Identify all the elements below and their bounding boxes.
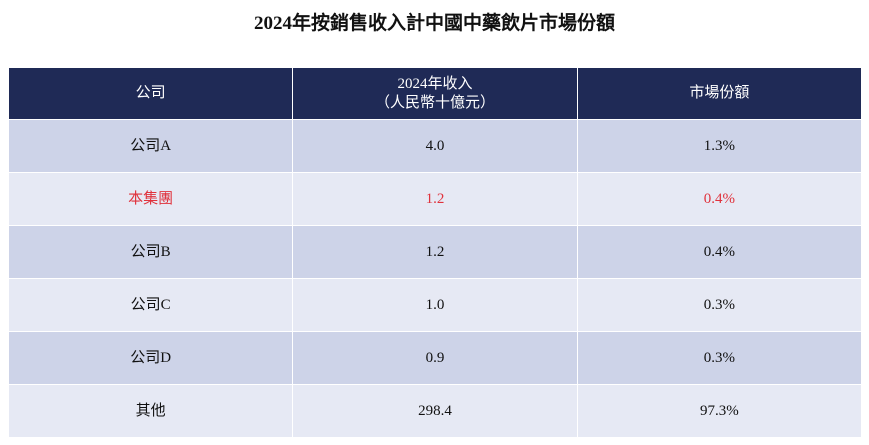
table-cell: 0.9: [293, 332, 578, 385]
header-line: （人民幣十億元）: [374, 94, 495, 111]
table-cell: 1.2: [293, 173, 578, 226]
table-cell: 1.0: [293, 279, 578, 332]
table-cell: 公司B: [9, 226, 294, 279]
header-row: 公司 2024年收入 （人民幣十億元） 市場份額: [9, 68, 861, 120]
table-row: 公司C 1.0 0.3%: [9, 279, 861, 332]
table-cell: 0.3%: [577, 332, 861, 385]
header-cell: 市場份額: [577, 68, 861, 120]
table-cell: 0.3%: [577, 279, 861, 332]
table-cell: 本集團: [9, 173, 294, 226]
header-cell: 2024年收入 （人民幣十億元）: [293, 68, 578, 120]
table-row: 公司A 4.0 1.3%: [9, 120, 861, 173]
table-cell: 0.4%: [577, 173, 861, 226]
table-cell: 97.3%: [577, 385, 861, 438]
table-cell: 公司C: [9, 279, 294, 332]
table-cell: 1.2: [293, 226, 578, 279]
table: 公司 2024年收入 （人民幣十億元） 市場份額 公司A 4.0 1.3% 本集團 1.2 0.4…: [9, 68, 861, 438]
table-cell: 4.0: [293, 120, 578, 173]
title: 2024年按銷售收入計中國中藥飲片市場份額: [253, 13, 615, 34]
table-row: 本集團 1.2 0.4%: [9, 173, 861, 226]
table-cell: 298.4: [293, 385, 578, 438]
table-cell: 公司D: [9, 332, 294, 385]
table-cell: 其他: [9, 385, 294, 438]
table-cell: 1.3%: [577, 120, 861, 173]
table-row: 公司B 1.2 0.4%: [9, 226, 861, 279]
table-row: 公司D 0.9 0.3%: [9, 332, 861, 385]
header-cell: 公司: [9, 68, 294, 120]
table-row: 其他 298.4 97.3%: [9, 385, 861, 438]
table-cell: 公司A: [9, 120, 294, 173]
header-line: 2024年收入: [397, 75, 473, 92]
table-cell: 0.4%: [577, 226, 861, 279]
